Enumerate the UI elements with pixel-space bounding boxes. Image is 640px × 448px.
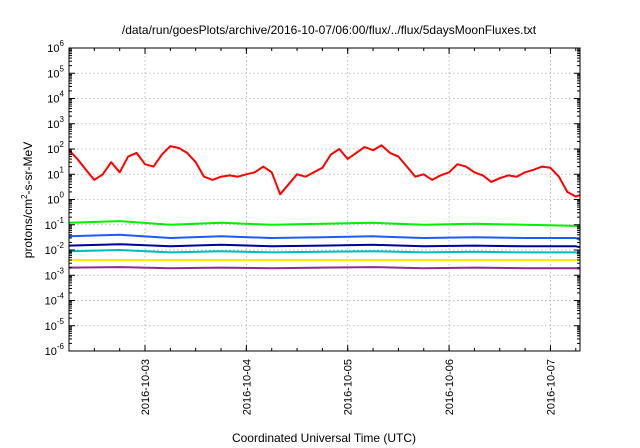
y-tick-base: 10 xyxy=(47,195,59,207)
y-tick-base: 10 xyxy=(47,94,59,106)
x-tick-label: 2016-10-07 xyxy=(545,359,557,415)
axis-ticks xyxy=(68,47,580,352)
x-tick-label: 2016-10-04 xyxy=(241,359,253,415)
y-tick-base: 10 xyxy=(45,296,57,308)
chart-title: /data/run/goesPlots/archive/2016-10-07/0… xyxy=(122,23,537,37)
y-tick-exponent: 4 xyxy=(60,90,65,99)
y-tick-label: 10-3 xyxy=(45,266,65,282)
y-tick-base: 10 xyxy=(45,220,57,232)
series-line xyxy=(68,144,581,198)
y-tick-label: 106 xyxy=(47,39,64,55)
y-tick-exponent: 3 xyxy=(60,115,65,124)
series-line xyxy=(68,243,581,249)
y-tick-label: 10-2 xyxy=(45,241,65,257)
y-tick-exponent: 5 xyxy=(60,64,65,73)
y-axis-label-pre: protons/cm xyxy=(21,199,35,258)
y-tick-exponent: 0 xyxy=(60,191,65,200)
y-tick-base: 10 xyxy=(47,68,59,80)
x-tick-labels: 2016-10-03 2016-10-04 2016-10-05 2016-10-06… xyxy=(140,359,557,415)
y-tick-exponent: -6 xyxy=(57,342,65,351)
y-tick-exponent: 1 xyxy=(60,165,65,174)
y-tick-label: 104 xyxy=(47,90,64,106)
series-line xyxy=(68,266,581,270)
y-tick-label: 10-5 xyxy=(45,317,65,333)
y-axis-label-post: -s-sr-MeV xyxy=(21,142,35,195)
y-tick-exponent: -2 xyxy=(57,241,65,250)
x-tick-label: 2016-10-05 xyxy=(343,359,355,415)
y-tick-base: 10 xyxy=(47,169,59,181)
y-tick-label: 102 xyxy=(47,140,64,156)
y-axis-label-sup: 2 xyxy=(20,194,29,199)
y-tick-base: 10 xyxy=(47,119,59,131)
x-tick-label: 2016-10-03 xyxy=(140,359,152,415)
y-tick-labels: 10-610-510-410-310-210-11001011021031041… xyxy=(45,39,65,358)
y-tick-exponent: -4 xyxy=(57,292,65,301)
y-tick-exponent: -5 xyxy=(57,317,65,326)
y-tick-exponent: -1 xyxy=(57,216,65,225)
y-tick-exponent: 6 xyxy=(60,39,65,48)
y-tick-label: 10-4 xyxy=(45,292,65,308)
series-group xyxy=(68,144,581,270)
y-tick-label: 105 xyxy=(47,64,64,80)
y-tick-base: 10 xyxy=(45,245,57,257)
y-tick-base: 10 xyxy=(45,321,57,333)
series-line xyxy=(68,233,581,241)
grid xyxy=(69,48,580,351)
y-tick-label: 10-6 xyxy=(45,342,65,358)
y-tick-label: 103 xyxy=(47,115,64,131)
y-tick-exponent: 2 xyxy=(60,140,65,149)
y-axis-label: protons/cm2-s-sr-MeV xyxy=(20,142,35,258)
series-line xyxy=(68,220,581,229)
y-tick-base: 10 xyxy=(45,346,57,358)
y-tick-base: 10 xyxy=(47,144,59,156)
y-tick-base: 10 xyxy=(47,43,59,55)
x-tick-label: 2016-10-06 xyxy=(444,359,456,415)
y-tick-label: 100 xyxy=(47,191,64,207)
y-tick-exponent: -3 xyxy=(57,266,65,275)
y-tick-label: 10-1 xyxy=(45,216,65,232)
y-tick-base: 10 xyxy=(45,270,57,282)
y-tick-label: 101 xyxy=(47,165,64,181)
x-axis-label: Coordinated Universal Time (UTC) xyxy=(232,431,416,445)
series-line xyxy=(68,249,581,255)
